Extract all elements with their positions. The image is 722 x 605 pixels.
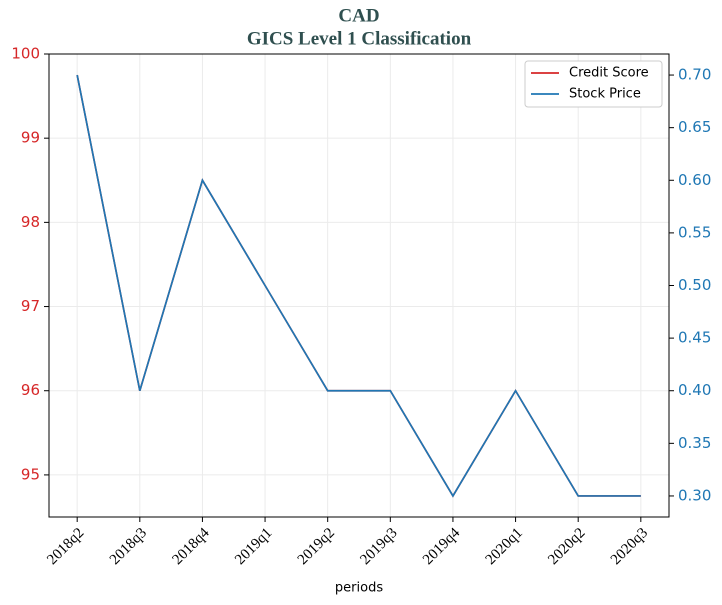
x-tick-label: 2019q1 — [232, 525, 275, 568]
y2-tick-label: 0.35 — [678, 434, 711, 452]
y2-tick-label: 0.45 — [678, 329, 711, 347]
y2-tick-label: 0.60 — [678, 171, 711, 189]
x-tick-label: 2020q1 — [483, 525, 526, 568]
y2-tick-label: 0.70 — [678, 66, 711, 84]
chart-title: CAD — [338, 5, 379, 26]
y-tick-label: 99 — [21, 129, 40, 147]
y2-tick-label: 0.65 — [678, 118, 711, 136]
x-tick-label: 2020q2 — [545, 525, 588, 568]
y-tick-label: 100 — [11, 45, 40, 63]
x-tick-label: 2019q4 — [420, 525, 463, 568]
series-line — [76, 74, 641, 498]
x-tick-label: 2019q2 — [295, 525, 338, 568]
legend-box — [524, 60, 663, 108]
chart-subtitle: GICS Level 1 Classification — [247, 28, 472, 49]
x-tick-label: 2019q3 — [357, 525, 400, 568]
x-tick-label: 2018q2 — [44, 525, 87, 568]
y2-tick-label: 0.40 — [678, 381, 711, 399]
x-axis-label: periods — [335, 581, 383, 596]
x-tick-label: 2018q4 — [170, 525, 213, 568]
y-tick-label: 95 — [21, 465, 40, 483]
y2-tick-label: 0.50 — [678, 276, 711, 294]
y2-tick-label: 0.55 — [678, 223, 711, 241]
y-tick-label: 98 — [21, 213, 40, 231]
y2-tick-label: 0.30 — [678, 486, 711, 504]
y-tick-label: 97 — [21, 297, 40, 315]
plot-frame — [48, 53, 670, 518]
legend-label: Stock Price — [569, 87, 641, 102]
y-tick-label: 96 — [21, 381, 40, 399]
x-tick-label: 2018q3 — [107, 525, 150, 568]
x-tick-label: 2020q3 — [608, 525, 651, 568]
legend-label: Credit Score — [569, 66, 649, 81]
